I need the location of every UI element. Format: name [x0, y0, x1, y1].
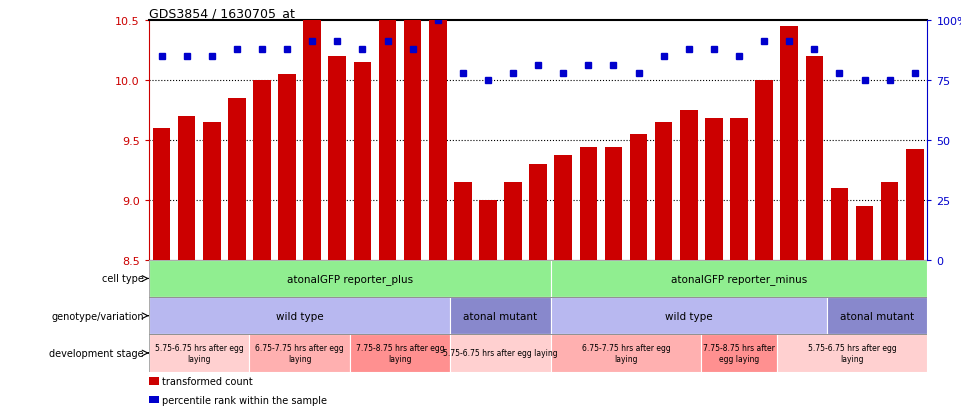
Text: wild type: wild type [665, 311, 713, 321]
Bar [149, 377, 159, 385]
Bar [629, 134, 648, 260]
Bar [379, 21, 396, 260]
Text: cell type: cell type [102, 274, 144, 284]
Bar [881, 182, 899, 260]
Bar [805, 57, 824, 260]
Bar [730, 119, 748, 260]
Bar [451, 335, 551, 372]
Text: atonal mutant: atonal mutant [463, 311, 537, 321]
Bar [149, 335, 927, 372]
Bar [149, 260, 927, 297]
Bar [228, 99, 246, 260]
Bar [429, 21, 447, 260]
Bar [454, 182, 472, 260]
Bar [551, 335, 702, 372]
Bar [149, 335, 250, 372]
Text: percentile rank within the sample: percentile rank within the sample [162, 394, 328, 405]
Bar [826, 297, 927, 335]
Bar [203, 122, 220, 260]
Bar [906, 150, 924, 260]
Bar [250, 335, 350, 372]
Bar [253, 81, 271, 260]
Bar [404, 21, 422, 260]
Bar [149, 396, 159, 403]
Bar [505, 182, 522, 260]
Text: 6.75-7.75 hrs after egg
laying: 6.75-7.75 hrs after egg laying [581, 344, 671, 363]
Text: GDS3854 / 1630705_at: GDS3854 / 1630705_at [149, 7, 295, 19]
Text: genotype/variation: genotype/variation [51, 311, 144, 321]
Bar [776, 335, 927, 372]
Bar [480, 200, 497, 260]
Bar [304, 21, 321, 260]
Text: 7.75-8.75 hrs after egg
laying: 7.75-8.75 hrs after egg laying [356, 344, 444, 363]
Text: atonalGFP reporter_minus: atonalGFP reporter_minus [671, 273, 807, 284]
Text: atonal mutant: atonal mutant [840, 311, 914, 321]
Bar [350, 335, 451, 372]
Bar [604, 147, 623, 260]
Bar [329, 57, 346, 260]
Bar [755, 81, 773, 260]
Bar [705, 119, 723, 260]
Bar [149, 297, 451, 335]
Bar [554, 156, 572, 260]
Text: development stage: development stage [49, 348, 144, 358]
Bar [680, 111, 698, 260]
Text: transformed count: transformed count [162, 376, 253, 386]
Bar [451, 297, 551, 335]
Text: 5.75-6.75 hrs after egg
laying: 5.75-6.75 hrs after egg laying [807, 344, 897, 363]
Text: 5.75-6.75 hrs after egg
laying: 5.75-6.75 hrs after egg laying [155, 344, 243, 363]
Bar [149, 297, 927, 335]
Text: 6.75-7.75 hrs after egg
laying: 6.75-7.75 hrs after egg laying [256, 344, 344, 363]
Bar [702, 335, 776, 372]
Bar [149, 260, 551, 297]
Bar [856, 206, 874, 260]
Bar [830, 188, 849, 260]
Bar [655, 122, 673, 260]
Bar [780, 27, 798, 260]
Text: atonalGFP reporter_plus: atonalGFP reporter_plus [286, 273, 413, 284]
Bar [551, 260, 927, 297]
Bar [530, 164, 547, 260]
Bar [579, 147, 597, 260]
Bar [153, 128, 170, 260]
Text: 7.75-8.75 hrs after
egg laying: 7.75-8.75 hrs after egg laying [703, 344, 775, 363]
Bar [178, 116, 195, 260]
Text: 5.75-6.75 hrs after egg laying: 5.75-6.75 hrs after egg laying [443, 349, 557, 358]
Bar [354, 62, 371, 260]
Text: wild type: wild type [276, 311, 324, 321]
Bar [279, 74, 296, 260]
Bar [551, 297, 826, 335]
